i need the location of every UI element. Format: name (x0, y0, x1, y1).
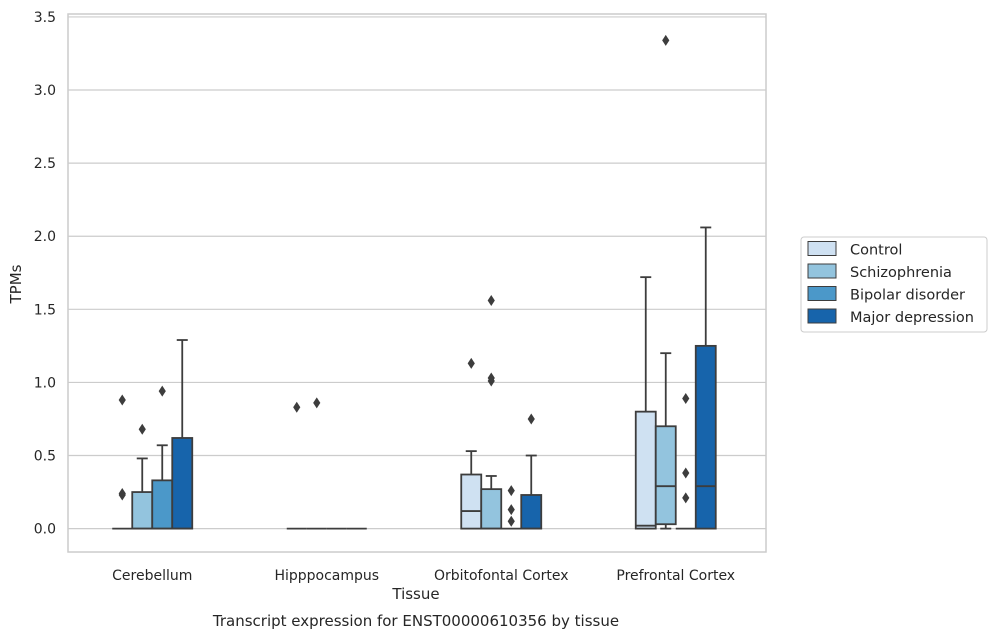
y-tick-label: 0.0 (34, 522, 56, 538)
box-iqr (520, 494, 543, 530)
y-tick-labels: 0.0 0.5 1.0 1.5 2.0 2.5 3.0 3.5 (34, 10, 56, 538)
x-tick-label: Prefrontal Cortex (616, 568, 735, 584)
box-major-depression (171, 339, 194, 530)
x-tick-label: Orbitofontal Cortex (434, 568, 569, 584)
outlier-point (682, 392, 690, 404)
y-tick-label: 2.0 (34, 229, 56, 245)
legend-label: Major depression (850, 310, 974, 326)
outlier-point (158, 385, 166, 397)
y-tick-label: 2.5 (34, 156, 56, 172)
outlier-point (507, 485, 515, 497)
box-schizophrenia (306, 397, 327, 530)
box-schizophrenia (654, 34, 677, 530)
box-bipolar-disorder (675, 392, 696, 530)
box-iqr (460, 473, 483, 530)
box-control (112, 394, 133, 530)
outlier-point (313, 397, 321, 409)
legend-frame (800, 236, 988, 333)
outlier-point (507, 504, 515, 516)
box-iqr (171, 437, 194, 530)
box-control (460, 357, 483, 530)
x-axis-label: Tissue (391, 585, 439, 603)
box-control (634, 276, 657, 530)
x-tick-label: Cerebellum (112, 568, 192, 584)
box-major-depression (520, 413, 543, 530)
box-major-depression (694, 226, 717, 530)
outlier-point (507, 515, 515, 527)
legend-swatch (807, 241, 837, 256)
box-iqr (694, 344, 717, 530)
outlier-point (487, 372, 495, 384)
box-iqr (151, 479, 174, 530)
y-axis-label: TPMs (7, 264, 25, 304)
outlier-point (118, 394, 126, 406)
box-bipolar-disorder (151, 385, 174, 530)
legend-label: Bipolar disorder (850, 288, 965, 304)
x-tick-label: Hipppocampus (274, 568, 379, 584)
y-tick-label: 1.0 (34, 375, 56, 391)
x-tick-labels: Cerebellum Hipppocampus Orbitofontal Corte… (112, 568, 735, 584)
y-tick-label: 0.5 (34, 449, 56, 465)
outlier-point (138, 423, 146, 435)
legend-label: Schizophrenia (850, 265, 952, 281)
outlier-point (682, 467, 690, 479)
outlier-point (118, 489, 126, 501)
box-iqr (131, 491, 154, 530)
legend: Control Schizophrenia Bipolar disorder Majo… (800, 236, 988, 333)
chart-caption: Transcript expression for ENST0000061035… (212, 612, 619, 630)
box-iqr (634, 410, 657, 530)
legend-swatch (807, 286, 837, 301)
box-iqr (654, 425, 677, 526)
box-control (286, 401, 307, 530)
box-bipolar-disorder (501, 485, 522, 530)
outlier-point (662, 34, 670, 46)
outlier-point (487, 295, 495, 307)
outlier-point (682, 492, 690, 504)
box-iqr (480, 488, 503, 530)
y-tick-label: 3.5 (34, 10, 56, 26)
y-tick-label: 1.5 (34, 302, 56, 318)
plot-frame (67, 13, 767, 553)
legend-swatch (807, 263, 837, 279)
outlier-point (527, 413, 535, 425)
legend-swatch (807, 308, 837, 324)
y-tick-label: 3.0 (34, 83, 56, 99)
outlier-point (293, 401, 301, 413)
outlier-point (467, 357, 475, 369)
box-groups (112, 34, 717, 530)
legend-label: Control (850, 243, 902, 259)
box-schizophrenia (480, 295, 503, 530)
